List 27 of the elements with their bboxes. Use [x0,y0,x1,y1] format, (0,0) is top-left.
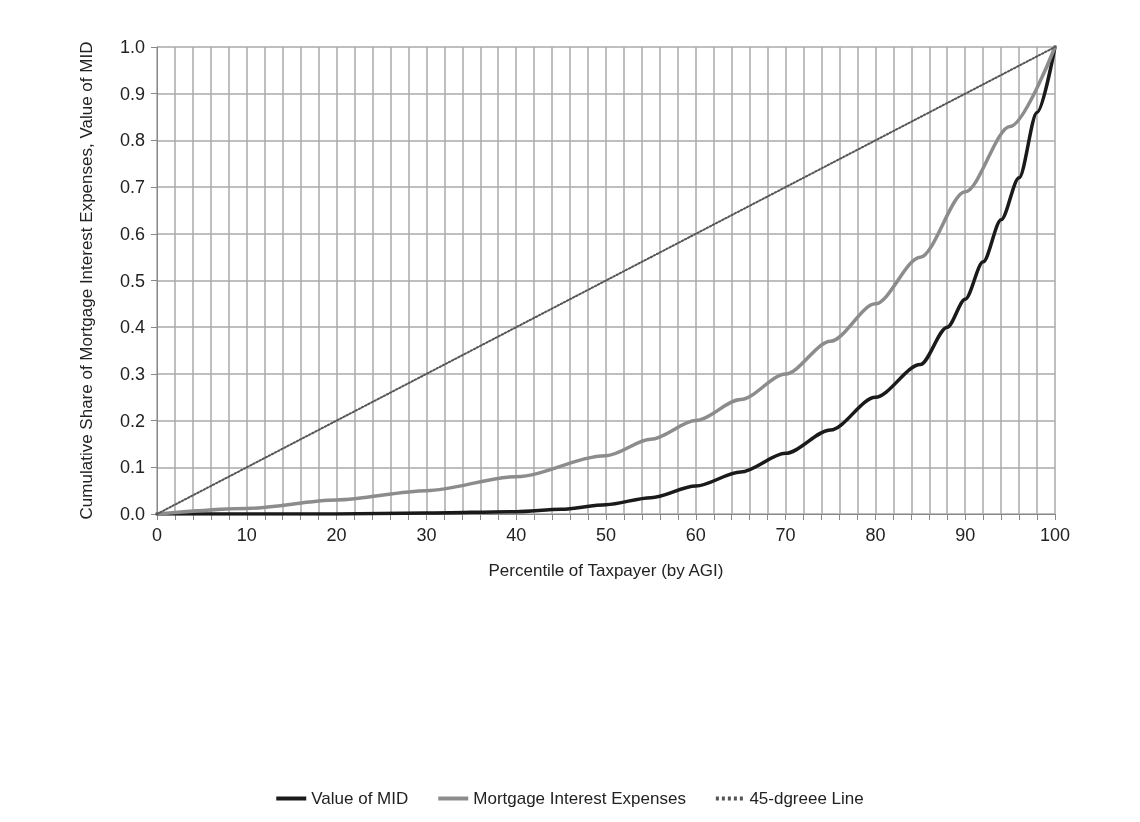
x-tick-label: 30 [416,525,437,545]
x-tick-label: 60 [685,525,706,545]
legend-label: 45-dgreee Line [749,789,864,808]
x-tick-label: 50 [595,525,617,545]
y-tick-label: 0.0 [119,504,145,524]
x-tick-label: 10 [236,525,257,545]
y-tick-label: 0.7 [119,177,145,198]
y-tick-label: 0.2 [119,410,145,431]
y-tick-label: 0.8 [119,130,145,151]
legend-label: Mortgage Interest Expenses [473,789,686,808]
x-axis-title: Percentile of Taxpayer (by AGI) [488,560,724,580]
y-tick-label: 0.4 [119,317,145,338]
x-tick-label: 20 [326,525,347,545]
y-tick-label: 0.5 [119,270,145,291]
y-tick-label: 0.1 [119,457,145,478]
x-tick-label: 40 [506,525,527,545]
x-tick-label: 90 [955,525,976,545]
x-tick-label: 0 [151,525,163,545]
y-tick-label: 0.3 [119,363,145,384]
x-tick-label: 70 [775,525,796,545]
legend-label: Value of MID [311,789,409,808]
y-axis-title: Cumulative Share of Mortgage Interest Expenses, Value of MID [76,41,96,520]
y-tick-label: 0.9 [119,83,145,104]
x-tick-label: 100 [1039,525,1071,545]
x-tick-label: 80 [865,525,886,545]
y-tick-label: 0.6 [119,223,145,244]
y-tick-label: 1.0 [119,37,145,57]
